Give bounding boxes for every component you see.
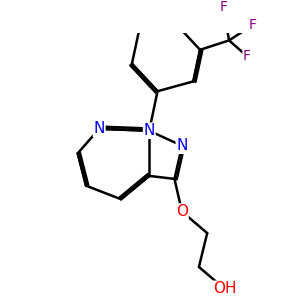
Text: N: N	[176, 138, 188, 153]
Text: F: F	[243, 49, 251, 63]
Text: OH: OH	[213, 281, 236, 296]
Text: O: O	[176, 204, 188, 219]
Text: N: N	[144, 123, 155, 138]
Text: F: F	[219, 0, 227, 14]
Text: F: F	[248, 18, 256, 32]
Text: N: N	[94, 121, 105, 136]
